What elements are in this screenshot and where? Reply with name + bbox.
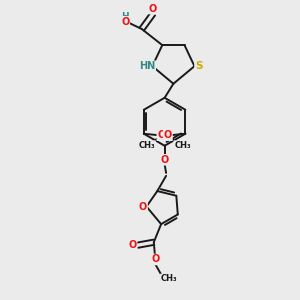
Text: O: O [160,155,169,165]
Text: CH₃: CH₃ [174,141,191,150]
Text: CH₃: CH₃ [161,274,177,283]
Text: H: H [121,12,129,21]
Text: O: O [121,17,129,27]
Text: O: O [164,130,172,140]
Text: O: O [151,254,159,265]
Text: O: O [149,4,157,14]
Text: O: O [157,130,166,140]
Text: CH₃: CH₃ [139,141,155,150]
Text: HN: HN [139,61,155,71]
Text: S: S [195,61,202,71]
Text: O: O [139,202,147,212]
Text: O: O [128,240,136,250]
